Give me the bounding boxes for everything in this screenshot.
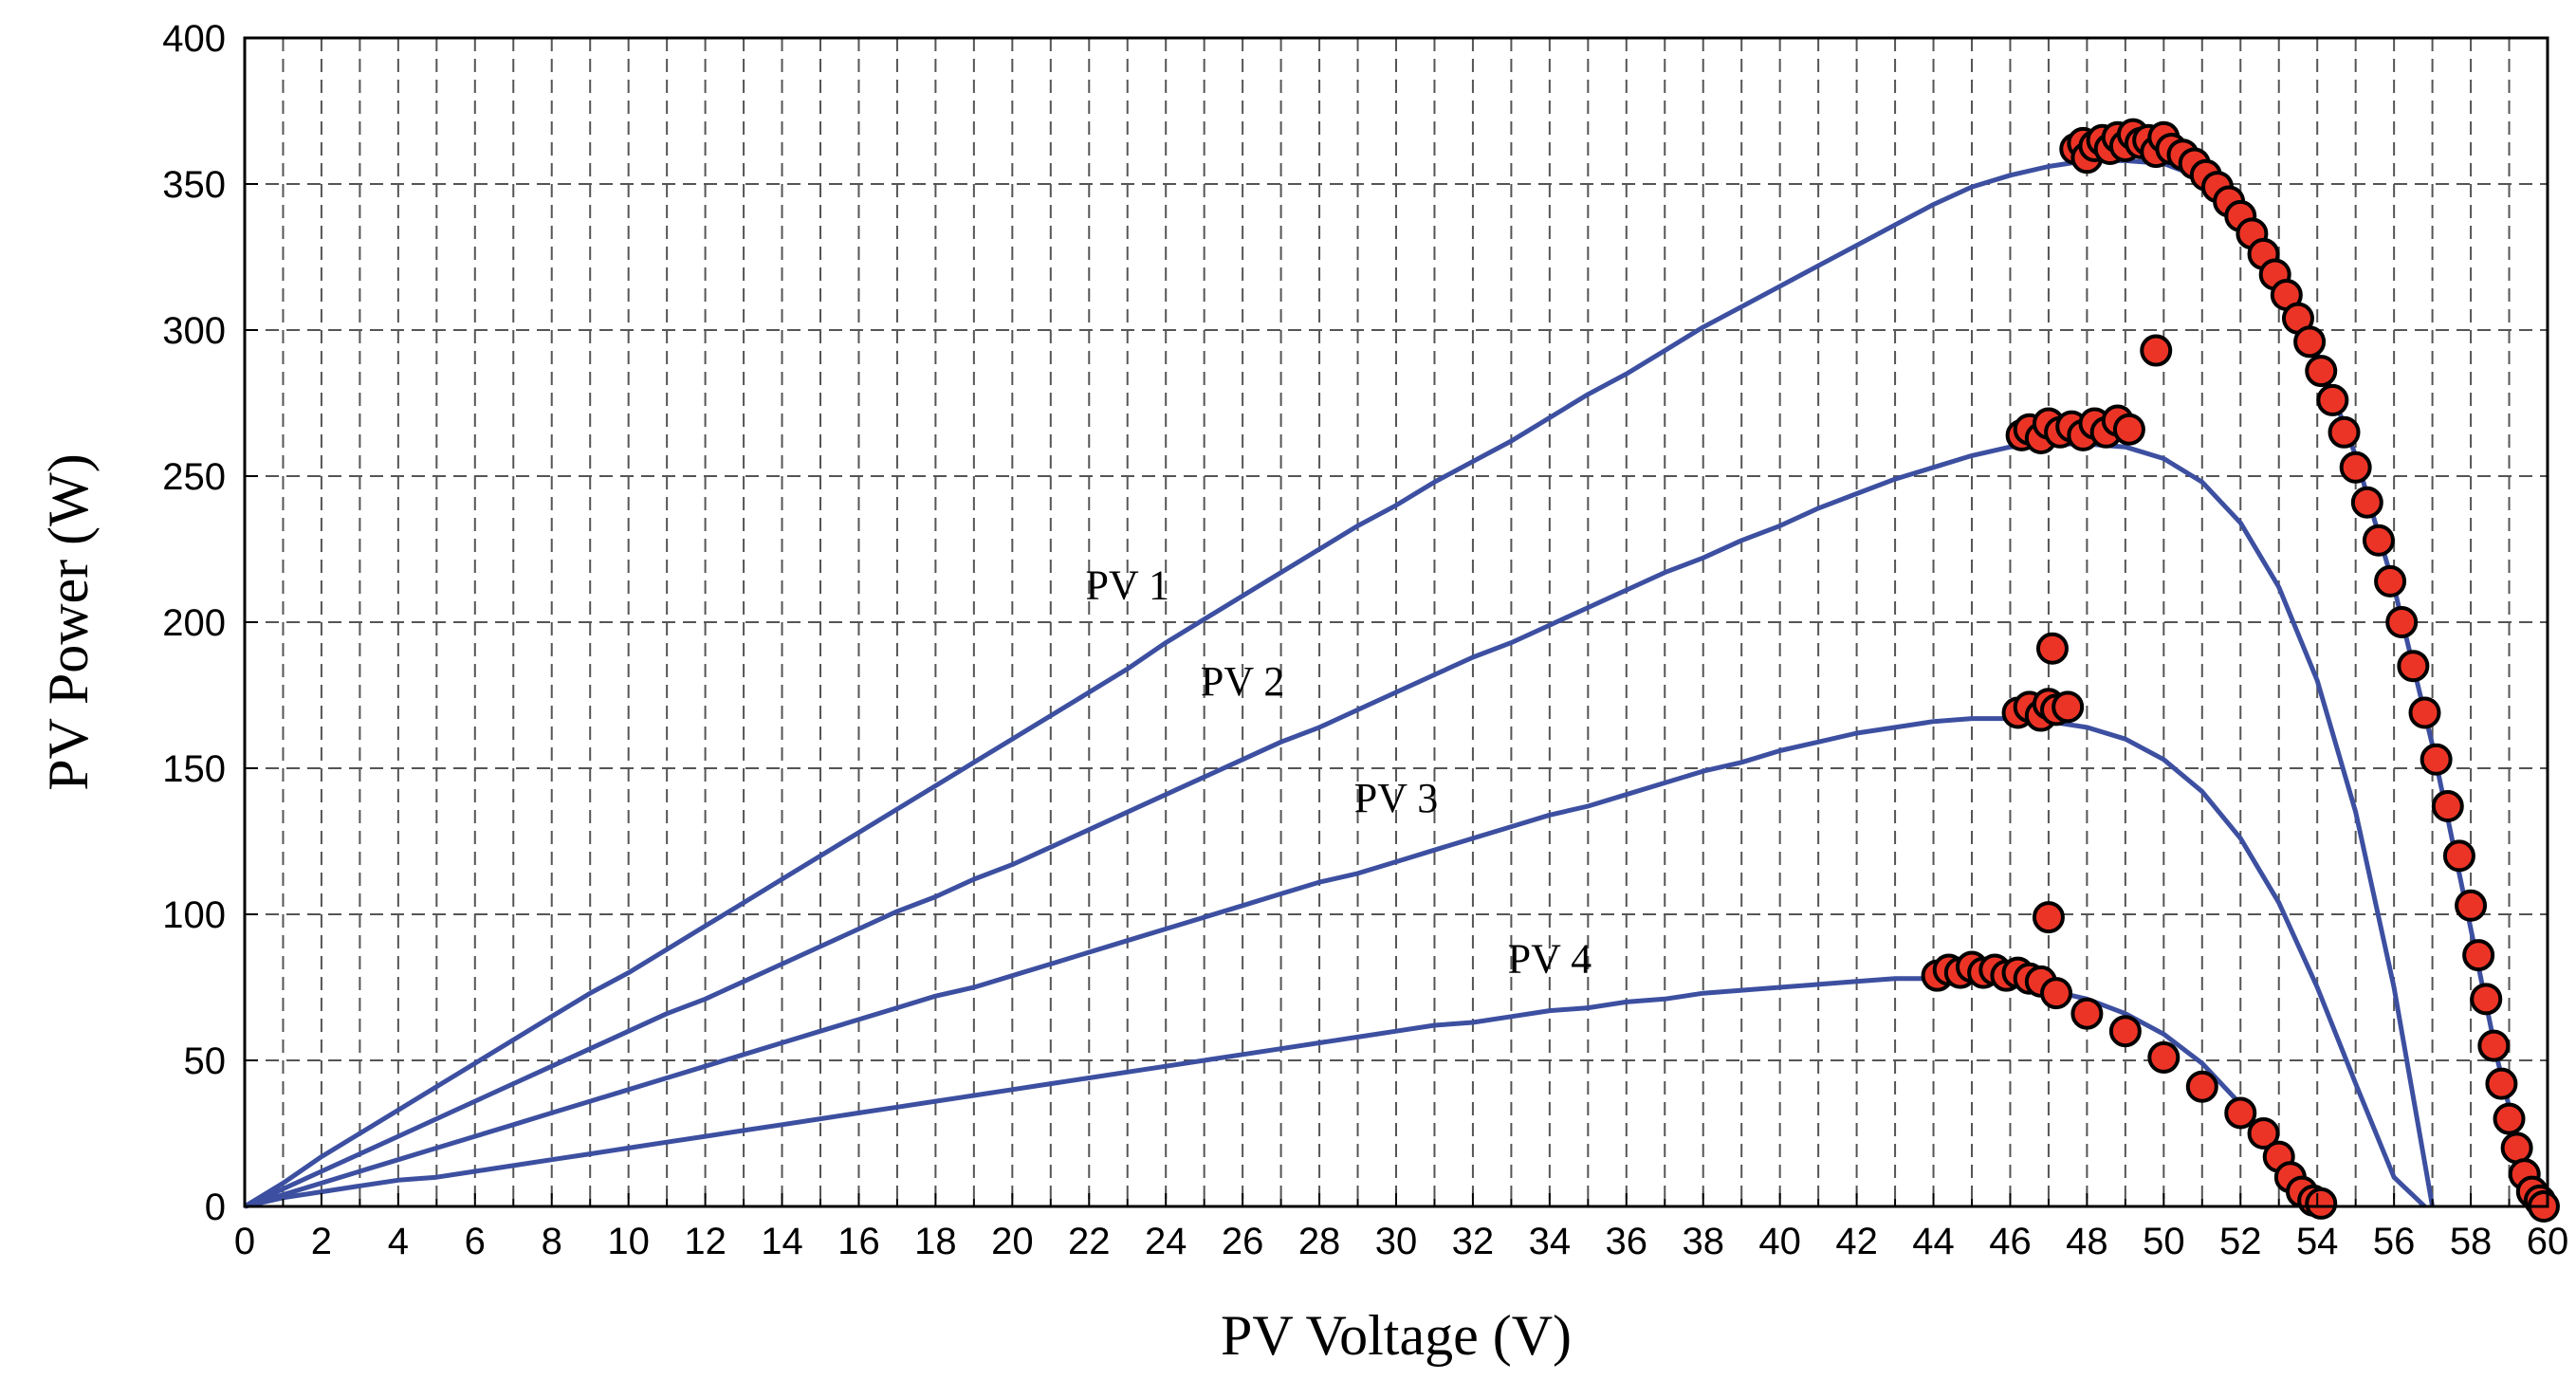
- x-tick-label: 44: [1912, 1221, 1955, 1262]
- y-axis-title: PV Power (W): [37, 453, 100, 791]
- curves: [243, 157, 2543, 1209]
- x-tick-label: 14: [761, 1221, 803, 1262]
- data-marker: [2362, 524, 2395, 557]
- data-marker: [2408, 696, 2441, 729]
- data-marker: [2328, 415, 2361, 449]
- y-tick-label: 150: [162, 748, 226, 790]
- x-tick-label: 58: [2450, 1221, 2493, 1262]
- y-tick-label: 0: [205, 1187, 226, 1228]
- data-marker: [2305, 355, 2338, 388]
- data-marker: [2040, 977, 2073, 1010]
- data-marker: [2052, 690, 2085, 724]
- curve-pv-2: [243, 441, 2436, 1209]
- data-marker: [2493, 1102, 2526, 1135]
- data-marker: [2108, 1015, 2142, 1048]
- curve-labels: PV 1 PV 2 PV 3 PV 4: [1086, 561, 1592, 982]
- data-marker: [2112, 413, 2145, 446]
- data-marker: [2485, 1067, 2518, 1100]
- x-tick-label: 60: [2527, 1221, 2569, 1262]
- data-marker: [2032, 901, 2065, 934]
- x-tick-label: 38: [1682, 1221, 1724, 1262]
- x-tick-label: 18: [914, 1221, 957, 1262]
- data-marker: [2247, 1117, 2280, 1150]
- curve-label-pv-4: PV 4: [1508, 936, 1592, 983]
- x-tick-label: 10: [607, 1221, 650, 1262]
- data-marker: [2431, 790, 2464, 823]
- data-marker: [2420, 743, 2453, 776]
- x-tick-label: 30: [1375, 1221, 1418, 1262]
- data-marker: [2316, 383, 2349, 416]
- x-tick-label: 0: [234, 1221, 255, 1262]
- data-marker: [2339, 451, 2372, 484]
- x-tick-label: 28: [1298, 1221, 1341, 1262]
- x-tick-label: 20: [991, 1221, 1034, 1262]
- data-marker: [2470, 983, 2503, 1016]
- data-marker: [2397, 650, 2430, 683]
- axis-ticks: [244, 37, 2548, 1207]
- x-axis-title: PV Voltage (V): [1221, 1304, 1572, 1367]
- data-marker: [2185, 1070, 2218, 1103]
- grid: [245, 38, 2548, 1206]
- data-marker: [2140, 334, 2173, 367]
- y-tick-label: 400: [162, 18, 226, 60]
- x-tick-label: 22: [1068, 1221, 1111, 1262]
- data-marker: [2305, 1187, 2338, 1220]
- x-tick-label: 24: [1145, 1221, 1187, 1262]
- x-tick-label: 46: [1989, 1221, 2032, 1262]
- x-tick-label: 12: [684, 1221, 727, 1262]
- data-marker: [2350, 486, 2383, 519]
- curve-label-pv-2: PV 2: [1201, 658, 1284, 705]
- y-tick-label: 250: [162, 456, 226, 498]
- curve-label-pv-3: PV 3: [1354, 775, 1438, 821]
- curve-pv-3: [244, 716, 2427, 1209]
- x-tick-label: 48: [2066, 1221, 2108, 1262]
- data-marker: [2455, 889, 2488, 922]
- y-tick-label: 300: [162, 310, 226, 352]
- x-tick-label: 54: [2296, 1221, 2339, 1262]
- data-marker: [2462, 939, 2495, 972]
- data-markers: [1921, 118, 2560, 1223]
- data-marker: [2224, 1096, 2257, 1130]
- x-tick-label: 2: [311, 1221, 332, 1262]
- x-tick-label: 8: [542, 1221, 562, 1262]
- data-marker: [2147, 1040, 2180, 1074]
- data-marker: [2035, 632, 2069, 665]
- data-marker: [2374, 564, 2407, 598]
- x-tick-label: 50: [2143, 1221, 2185, 1262]
- x-tick-label: 36: [1606, 1221, 1648, 1262]
- data-marker: [2070, 997, 2104, 1030]
- x-tick-label: 16: [837, 1221, 880, 1262]
- x-tick-label: 56: [2373, 1221, 2416, 1262]
- y-tick-label: 50: [184, 1040, 227, 1082]
- data-marker: [2442, 839, 2475, 873]
- data-marker: [2385, 606, 2419, 638]
- x-tick-label: 40: [1758, 1221, 1801, 1262]
- x-tick-label: 4: [388, 1221, 409, 1262]
- curve-label-pv-1: PV 1: [1086, 561, 1169, 608]
- y-tick-labels: 0 50 100 150 200 250 300 350 400: [162, 18, 226, 1228]
- y-tick-label: 100: [162, 894, 226, 936]
- y-tick-label: 200: [162, 602, 226, 644]
- x-tick-labels: 0 2 4 6 8 10 12 14 16 18 20 22 24 26 28 30 32 34 36 38 40 42 4…: [234, 1221, 2568, 1262]
- x-tick-label: 32: [1452, 1221, 1495, 1262]
- data-marker: [2293, 325, 2327, 359]
- y-tick-label: 350: [162, 164, 226, 206]
- x-tick-label: 26: [1222, 1221, 1264, 1262]
- data-marker: [2477, 1029, 2511, 1062]
- x-tick-label: 34: [1529, 1221, 1572, 1262]
- data-marker: [2500, 1132, 2533, 1165]
- x-tick-label: 6: [465, 1221, 486, 1262]
- x-tick-label: 42: [1835, 1221, 1878, 1262]
- x-tick-label: 52: [2219, 1221, 2262, 1262]
